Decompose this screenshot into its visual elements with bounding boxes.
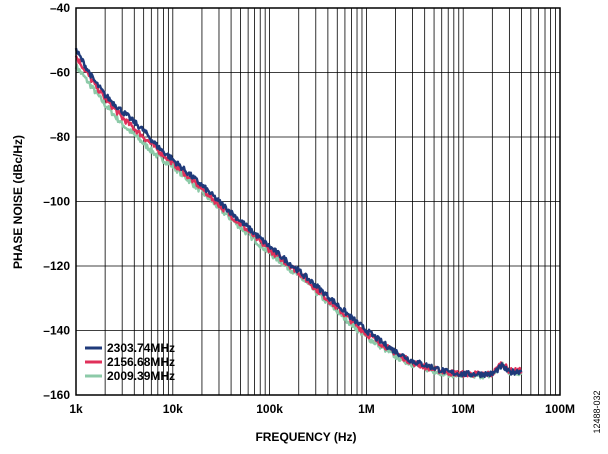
x-tick-label: 100M — [545, 402, 575, 416]
x-tick-label: 10k — [163, 402, 183, 416]
series-layer — [74, 47, 523, 380]
plot-frame — [75, 7, 561, 396]
grid — [76, 8, 560, 395]
x-tick-labels: 1k 10k 100k 1M 10M 100M — [69, 402, 575, 416]
x-tick-label: 1M — [358, 402, 375, 416]
y-tick-label: –160 — [43, 388, 70, 402]
x-tick-label: 100k — [256, 402, 283, 416]
y-tick-labels: –40 –60 –80 –100 –120 –140 –160 — [43, 1, 70, 402]
y-tick-label: –60 — [50, 66, 70, 80]
legend-label: 2303.74MHz — [107, 341, 175, 355]
y-tick-label: –100 — [43, 195, 70, 209]
y-tick-label: –40 — [50, 1, 70, 15]
y-axis-title: PHASE NOISE (dBc/Hz) — [11, 135, 25, 269]
y-tick-label: –120 — [43, 259, 70, 273]
x-tick-label: 10M — [452, 402, 475, 416]
x-tick-label: 1k — [69, 402, 83, 416]
legend-label: 2009.39MHz — [107, 369, 175, 383]
series-line — [74, 47, 523, 379]
legend-label: 2156.68MHz — [107, 355, 175, 369]
y-tick-label: –80 — [50, 130, 70, 144]
figure-id: 12488-032 — [592, 390, 602, 433]
x-axis-title: FREQUENCY (Hz) — [255, 430, 356, 444]
y-tick-label: –140 — [43, 324, 70, 338]
